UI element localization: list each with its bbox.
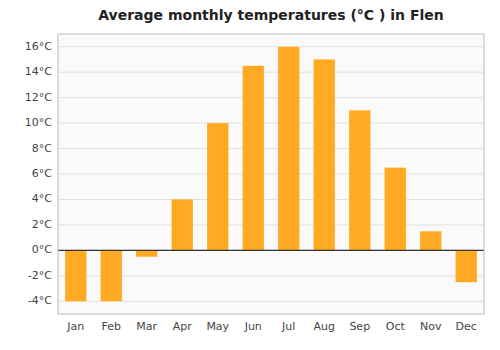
grid-line (58, 97, 484, 98)
y-tick-label: 12°C (25, 91, 52, 104)
y-tick-label: -2°C (28, 269, 52, 282)
y-tick-label: 6°C (32, 167, 52, 180)
grid-line (58, 275, 484, 276)
grid-line (58, 148, 484, 149)
grid-line (58, 174, 484, 175)
title: Average monthly temperatures (°C ) in Fl… (98, 7, 444, 23)
x-tick-label: Apr (173, 320, 193, 333)
y-tick-label: 16°C (25, 40, 52, 53)
grid-line (58, 46, 484, 47)
plot-frame (58, 34, 484, 314)
x-tick-label: Mar (136, 320, 157, 333)
y-tick-label: 10°C (25, 116, 52, 129)
x-tick-label: Sep (349, 320, 370, 333)
bar (172, 199, 193, 250)
bar (349, 110, 370, 250)
grid-line (58, 123, 484, 124)
y-grid (58, 47, 484, 302)
grid-line (58, 301, 484, 302)
y-tick-label: 8°C (32, 142, 52, 155)
page: {"chart_data": {"type": "bar", "title": … (0, 0, 500, 350)
bar (456, 250, 477, 282)
y-tick-label: 14°C (25, 65, 52, 78)
x-tick-label: Oct (386, 320, 406, 333)
x-tick-label: Jan (66, 320, 84, 333)
y-tick-label: -4°C (28, 294, 52, 307)
grid-line (58, 224, 484, 225)
bar (207, 123, 228, 250)
bar (136, 250, 157, 256)
x-tick-label: Jul (281, 320, 295, 333)
bar (385, 168, 406, 251)
x-tick-label: May (206, 320, 229, 333)
x-tick-label: Feb (102, 320, 121, 333)
bar (420, 231, 441, 250)
y-axis: -4°C -2°C 0°C 2°C 4°C 6°C 8°C 10°C 12°C 14°C 16°C (25, 40, 52, 308)
bar (314, 59, 335, 250)
grid-line (58, 250, 484, 251)
bar (278, 47, 299, 251)
bar (243, 66, 264, 251)
x-tick-label: Nov (420, 320, 442, 333)
bars (65, 47, 477, 302)
zero-line (58, 250, 484, 251)
y-tick-label: 4°C (32, 192, 52, 205)
x-tick-label: Aug (314, 320, 335, 333)
bar (65, 250, 86, 301)
y-tick-label: 2°C (32, 218, 52, 231)
bar (101, 250, 122, 301)
chart: -4°C -2°C 0°C 2°C 4°C 6°C 8°C 10°C 12°C 14°C 16°C J… (0, 0, 500, 350)
grid-line (58, 72, 484, 73)
plot-area (58, 34, 484, 314)
grid-line (58, 199, 484, 200)
y-tick-label: 0°C (32, 243, 52, 256)
x-axis: Jan Feb Mar Apr May Jun Jul Aug Sep Oct Nov Dec (66, 320, 477, 333)
x-tick-label: Jun (244, 320, 262, 333)
x-tick-label: Dec (456, 320, 477, 333)
